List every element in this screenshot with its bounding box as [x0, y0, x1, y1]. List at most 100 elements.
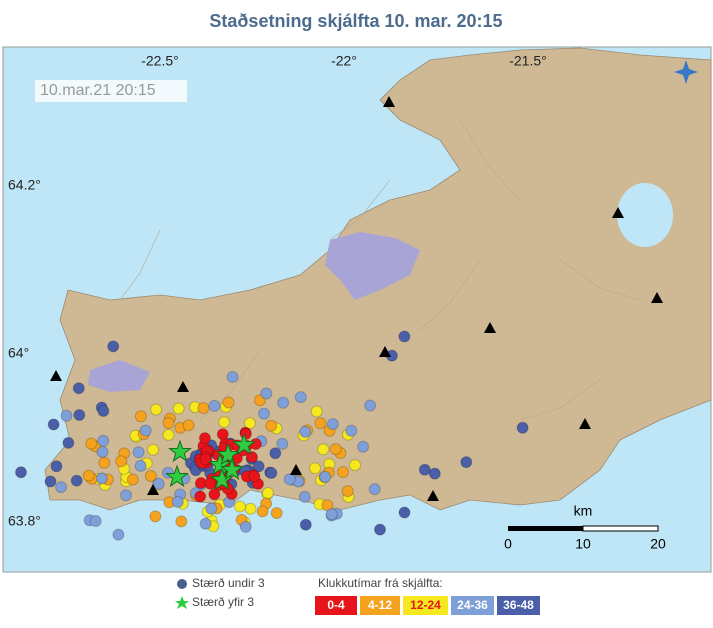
lat-label: 63.8° — [8, 513, 41, 529]
quake — [162, 428, 175, 441]
lake — [617, 183, 673, 247]
quake — [317, 443, 330, 456]
volcano — [579, 418, 591, 429]
urban-area — [325, 232, 420, 300]
time-bin-label: 12-24 — [410, 598, 441, 612]
quake — [357, 440, 370, 453]
lat-label: 64.2° — [8, 177, 41, 193]
quake — [107, 340, 120, 353]
quake — [270, 507, 283, 519]
quake — [222, 396, 235, 409]
quake — [112, 528, 125, 541]
quake — [319, 470, 332, 483]
lon-label: -21.5° — [509, 53, 547, 69]
quake-star — [232, 432, 256, 456]
timestamp: 10.mar.21 20:15 — [40, 82, 156, 99]
time-bin-label: 0-4 — [327, 598, 345, 612]
volcano — [383, 96, 395, 107]
volcano — [50, 370, 62, 381]
legend-label: Stærð yfir 3 — [192, 595, 254, 609]
quake — [261, 487, 274, 499]
timestamp-box — [35, 80, 187, 102]
volcano — [290, 464, 302, 475]
quake — [428, 467, 441, 480]
quake — [216, 428, 229, 441]
quake — [70, 474, 83, 487]
quake — [349, 459, 361, 472]
quake — [218, 416, 231, 429]
quake-star — [165, 464, 189, 488]
quake — [265, 467, 278, 479]
quake — [460, 456, 473, 469]
quake — [120, 489, 132, 502]
quake — [248, 470, 261, 483]
quake — [298, 490, 311, 503]
road — [199, 349, 261, 421]
quake — [246, 451, 258, 463]
quake — [199, 517, 212, 530]
time-bin-label: 36-48 — [503, 598, 534, 612]
quake — [329, 443, 342, 456]
time-bin — [403, 596, 448, 615]
time-bins: 0-4 4-12 12-24 24-36 36-48 — [315, 596, 540, 615]
quake — [374, 523, 386, 536]
quake — [126, 473, 139, 486]
quake — [310, 405, 323, 418]
volcano — [379, 346, 391, 357]
quake-star — [216, 442, 240, 466]
quake — [149, 510, 162, 523]
quake — [150, 403, 163, 416]
graticule — [119, 119, 641, 421]
legend-circle — [177, 579, 187, 589]
time-bin — [315, 596, 357, 615]
legend: Stærð undir 3 Stærð yfir 3 Klukkutímar f… — [175, 576, 540, 615]
time-bin-label: 4-12 — [368, 598, 392, 612]
quake — [139, 424, 152, 437]
quake — [299, 425, 312, 438]
quake — [89, 515, 102, 527]
quake — [44, 475, 57, 488]
quake — [204, 477, 217, 490]
quake — [208, 399, 221, 412]
quake — [226, 371, 239, 383]
quake — [182, 419, 195, 432]
quake — [345, 424, 358, 437]
quake — [277, 396, 290, 409]
quake — [55, 481, 68, 494]
quake — [95, 472, 108, 485]
quake — [15, 466, 27, 479]
scale-bar: km 0 10 20 — [504, 503, 666, 552]
quake — [283, 473, 296, 486]
volcano — [651, 292, 663, 303]
legend-label: Stærð undir 3 — [192, 576, 265, 590]
lat-label: 64° — [8, 345, 29, 361]
quake — [265, 419, 278, 432]
quake — [98, 456, 111, 469]
quake — [152, 477, 165, 490]
road — [559, 259, 641, 301]
scale-tick: 0 — [504, 536, 512, 552]
quake — [516, 421, 529, 434]
quake — [314, 417, 327, 430]
quake — [337, 466, 349, 478]
quake — [309, 462, 321, 475]
quake — [72, 382, 85, 395]
volcano — [427, 490, 439, 501]
quake — [82, 469, 95, 482]
time-bin — [451, 596, 494, 615]
quake — [132, 446, 145, 459]
quake — [398, 330, 411, 343]
quake — [269, 447, 282, 460]
legend-star — [175, 596, 189, 609]
quake — [398, 506, 411, 519]
quake — [325, 508, 338, 521]
quake — [62, 436, 75, 449]
road — [459, 119, 521, 201]
quake — [299, 518, 312, 531]
quake — [162, 417, 175, 429]
quake — [115, 455, 128, 468]
quake — [85, 437, 98, 450]
volcano — [612, 207, 624, 218]
quake — [144, 470, 157, 482]
